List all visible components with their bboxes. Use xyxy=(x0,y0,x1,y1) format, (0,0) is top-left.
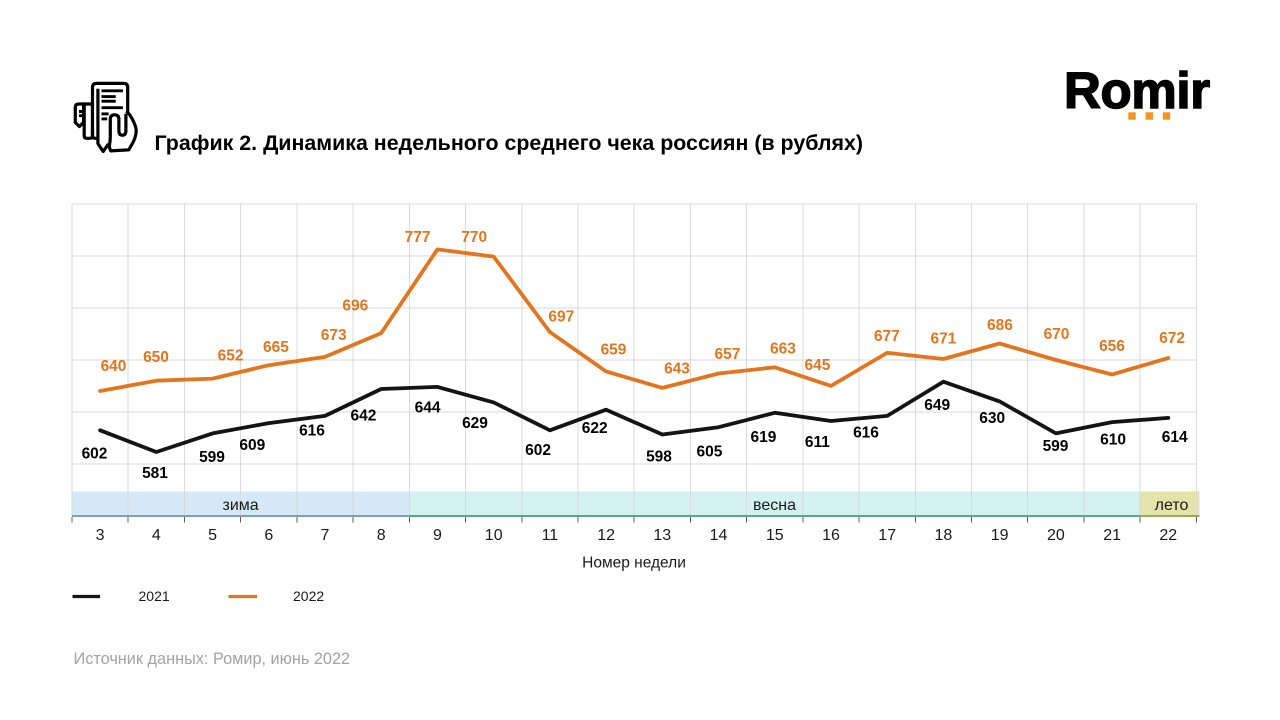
svg-text:12: 12 xyxy=(597,527,615,544)
svg-text:599: 599 xyxy=(1043,438,1069,455)
svg-text:21: 21 xyxy=(1103,527,1121,544)
svg-text:18: 18 xyxy=(935,527,953,544)
svg-text:643: 643 xyxy=(664,361,690,378)
svg-text:645: 645 xyxy=(804,357,830,374)
svg-text:696: 696 xyxy=(342,298,368,315)
svg-text:697: 697 xyxy=(548,308,574,325)
svg-text:598: 598 xyxy=(646,448,672,465)
svg-text:671: 671 xyxy=(930,330,956,347)
svg-text:657: 657 xyxy=(714,346,740,363)
svg-text:622: 622 xyxy=(582,420,608,437)
svg-text:611: 611 xyxy=(805,434,830,451)
svg-text:10: 10 xyxy=(485,527,503,544)
svg-text:17: 17 xyxy=(878,527,896,544)
svg-text:599: 599 xyxy=(199,449,225,466)
svg-text:581: 581 xyxy=(142,465,168,482)
svg-text:663: 663 xyxy=(770,341,796,358)
svg-text:20: 20 xyxy=(1047,527,1065,544)
svg-text:630: 630 xyxy=(979,410,1005,427)
svg-text:644: 644 xyxy=(415,400,441,417)
svg-text:6: 6 xyxy=(264,527,273,544)
svg-text:лето: лето xyxy=(1155,497,1189,514)
svg-text:614: 614 xyxy=(1162,429,1188,446)
svg-text:11: 11 xyxy=(542,527,559,544)
svg-text:629: 629 xyxy=(462,415,488,432)
svg-text:610: 610 xyxy=(1100,432,1126,449)
svg-text:16: 16 xyxy=(822,527,840,544)
svg-text:605: 605 xyxy=(696,444,722,461)
svg-text:677: 677 xyxy=(874,328,900,345)
svg-text:2021: 2021 xyxy=(139,588,170,604)
svg-text:640: 640 xyxy=(101,358,127,375)
svg-text:3: 3 xyxy=(96,527,105,544)
svg-text:Номер недели: Номер недели xyxy=(582,554,686,571)
svg-text:602: 602 xyxy=(82,446,108,463)
svg-text:652: 652 xyxy=(218,348,244,365)
svg-text:665: 665 xyxy=(263,339,289,356)
svg-text:9: 9 xyxy=(433,527,442,544)
svg-text:4: 4 xyxy=(152,527,161,544)
svg-text:609: 609 xyxy=(239,437,265,454)
svg-text:График 2. Динамика недельного: График 2. Динамика недельного среднего ч… xyxy=(155,131,864,155)
svg-text:19: 19 xyxy=(991,527,1009,544)
svg-text:659: 659 xyxy=(601,342,627,359)
svg-text:777: 777 xyxy=(405,229,431,246)
svg-text:619: 619 xyxy=(750,429,776,446)
svg-text:673: 673 xyxy=(321,327,347,344)
svg-text:650: 650 xyxy=(143,349,169,366)
svg-text:656: 656 xyxy=(1099,338,1125,355)
svg-text:602: 602 xyxy=(525,442,551,459)
svg-text:22: 22 xyxy=(1159,527,1177,544)
svg-text:770: 770 xyxy=(461,229,487,246)
svg-text:Источник данных: Ромир, июнь 2: Источник данных: Ромир, июнь 2022 xyxy=(74,650,351,668)
svg-text:7: 7 xyxy=(321,527,330,544)
svg-text:616: 616 xyxy=(853,424,879,441)
svg-text:Romir: Romir xyxy=(1064,62,1210,119)
svg-text:14: 14 xyxy=(710,527,728,544)
svg-text:616: 616 xyxy=(299,423,325,440)
svg-text:15: 15 xyxy=(766,527,784,544)
svg-text:8: 8 xyxy=(377,527,386,544)
svg-text:2022: 2022 xyxy=(293,588,324,604)
svg-text:649: 649 xyxy=(924,397,950,414)
svg-text:642: 642 xyxy=(350,407,376,424)
svg-text:5: 5 xyxy=(208,527,217,544)
svg-text:13: 13 xyxy=(653,527,671,544)
svg-text:весна: весна xyxy=(753,497,796,514)
svg-text:670: 670 xyxy=(1044,326,1070,343)
svg-text:686: 686 xyxy=(987,317,1013,334)
svg-text:672: 672 xyxy=(1159,330,1185,347)
svg-text:зима: зима xyxy=(223,497,259,514)
